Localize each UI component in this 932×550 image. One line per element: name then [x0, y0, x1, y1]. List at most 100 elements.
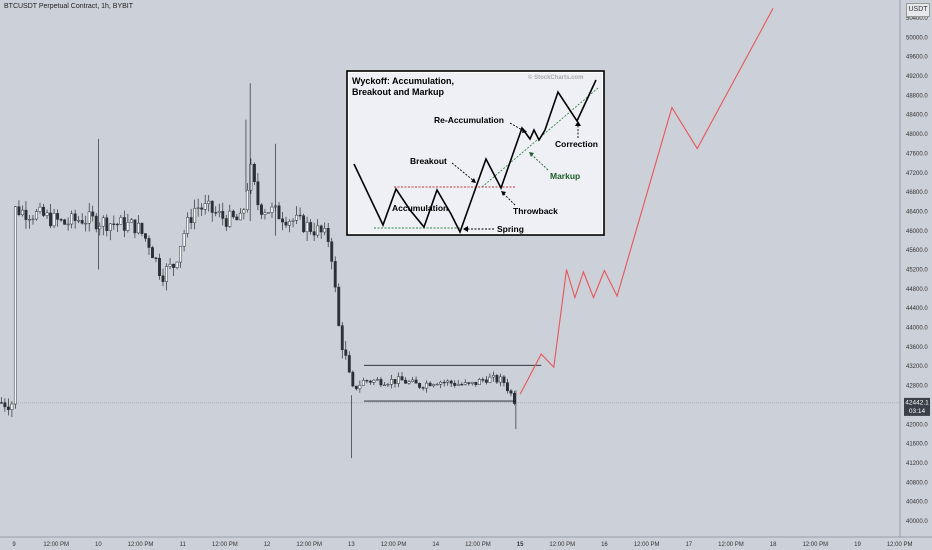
candle-body [491, 375, 495, 378]
candle-body [129, 219, 133, 223]
candle-body [217, 210, 221, 213]
candle-body [354, 385, 358, 390]
candle-body [133, 219, 137, 234]
candle-body [63, 219, 67, 225]
candle-body [358, 385, 362, 390]
time-tick-label: 12:00 PM [549, 542, 575, 548]
time-tick-label: 16 [601, 542, 608, 548]
candle-body [368, 380, 372, 383]
candle-body [249, 163, 253, 191]
price-tick-label: 44800.0 [906, 287, 928, 293]
candle-body [291, 220, 295, 222]
label-spring: Spring [497, 224, 524, 234]
candle-body [91, 211, 95, 217]
candle-body [186, 217, 190, 234]
candle-body [24, 209, 28, 220]
candle-body [193, 208, 197, 224]
candle-body [470, 381, 474, 384]
candle-body [337, 286, 341, 326]
price-tick-label: 42800.0 [906, 384, 928, 390]
arrow-throwback [502, 192, 516, 206]
price-tick-label: 42000.0 [906, 422, 928, 428]
candle-body [224, 218, 228, 227]
candle-body [175, 261, 179, 268]
candle-body [182, 233, 186, 247]
time-tick-label: 11 [180, 542, 187, 548]
candle-body [513, 393, 516, 404]
candle-body [467, 382, 471, 384]
candle-body [488, 376, 492, 383]
candle-body [372, 379, 376, 383]
candle-body [31, 218, 35, 221]
candle-body [38, 206, 42, 212]
time-tick-label: 12:00 PM [802, 542, 828, 548]
candle-body [172, 263, 176, 268]
candle-body [207, 200, 211, 204]
time-tick-label: 13 [348, 542, 355, 548]
candle-body [98, 225, 102, 230]
candle-body [210, 200, 214, 213]
price-tick-label: 49600.0 [906, 55, 928, 61]
candle-body [17, 206, 21, 216]
candle-body [115, 223, 119, 226]
projection-path [519, 8, 774, 395]
candle-body [267, 212, 270, 214]
label-markup: Markup [550, 171, 580, 181]
candle-body [112, 223, 116, 225]
time-tick-label: 18 [770, 542, 777, 548]
candle-body [498, 376, 502, 383]
candle-body [66, 223, 70, 226]
candle-body [446, 380, 450, 383]
candle-body [298, 214, 302, 217]
candle-body [309, 222, 313, 232]
inset-watermark: © StockCharts.com [528, 74, 583, 81]
currency-button[interactable]: USDT [906, 3, 930, 17]
price-tick-label: 44400.0 [906, 306, 928, 312]
candle-body [231, 210, 235, 218]
price-tick-label: 49200.0 [906, 74, 928, 80]
candle-body [256, 181, 260, 206]
price-tick-label: 43600.0 [906, 345, 928, 351]
candle-body [126, 222, 130, 231]
candle-body [295, 214, 299, 221]
arrow-reaccumulation [509, 122, 525, 132]
candle-body [238, 212, 242, 221]
time-tick-label: 12:00 PM [381, 542, 407, 548]
markup-trendline [481, 87, 599, 188]
candle-body [453, 383, 457, 386]
candle-body [87, 211, 91, 224]
candle-body [316, 225, 320, 236]
candle-body [179, 245, 183, 263]
candle-body [20, 209, 24, 216]
time-tick-label: 12:00 PM [718, 542, 744, 548]
candle-body [397, 376, 400, 384]
candle-body [3, 402, 7, 408]
candle-body [375, 379, 379, 381]
candle-body [460, 384, 464, 386]
candle-body [351, 371, 355, 387]
price-tick-label: 41600.0 [906, 442, 928, 448]
candle-body [59, 219, 63, 221]
candle-body [10, 403, 14, 410]
candle-body [404, 379, 407, 384]
time-tick-label: 12:00 PM [634, 542, 660, 548]
candle-body [56, 213, 60, 220]
candle-body [189, 217, 193, 224]
candle-body [245, 189, 249, 210]
candle-body [442, 381, 446, 384]
candle-body [505, 382, 509, 392]
candle-body [158, 258, 161, 277]
price-tick-label: 46000.0 [906, 229, 928, 235]
candle-body [228, 210, 232, 227]
candle-body [347, 355, 351, 373]
candle-body [122, 217, 126, 231]
candle-body [323, 228, 327, 233]
candle-body [432, 384, 436, 387]
candle-body [154, 257, 158, 259]
price-tick-label: 44000.0 [906, 326, 928, 332]
candle-body [326, 228, 330, 242]
candle-body [361, 380, 365, 386]
candle-body [407, 381, 411, 384]
